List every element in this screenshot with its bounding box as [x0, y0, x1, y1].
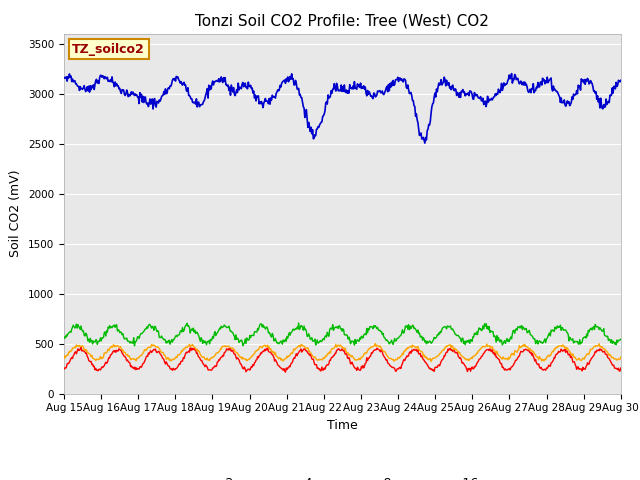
Text: TZ_soilco2: TZ_soilco2	[72, 43, 145, 56]
Y-axis label: Soil CO2 (mV): Soil CO2 (mV)	[10, 170, 22, 257]
Legend: -2cm, -4cm, -8cm, -16cm: -2cm, -4cm, -8cm, -16cm	[182, 472, 503, 480]
X-axis label: Time: Time	[327, 419, 358, 432]
Title: Tonzi Soil CO2 Profile: Tree (West) CO2: Tonzi Soil CO2 Profile: Tree (West) CO2	[195, 13, 490, 28]
